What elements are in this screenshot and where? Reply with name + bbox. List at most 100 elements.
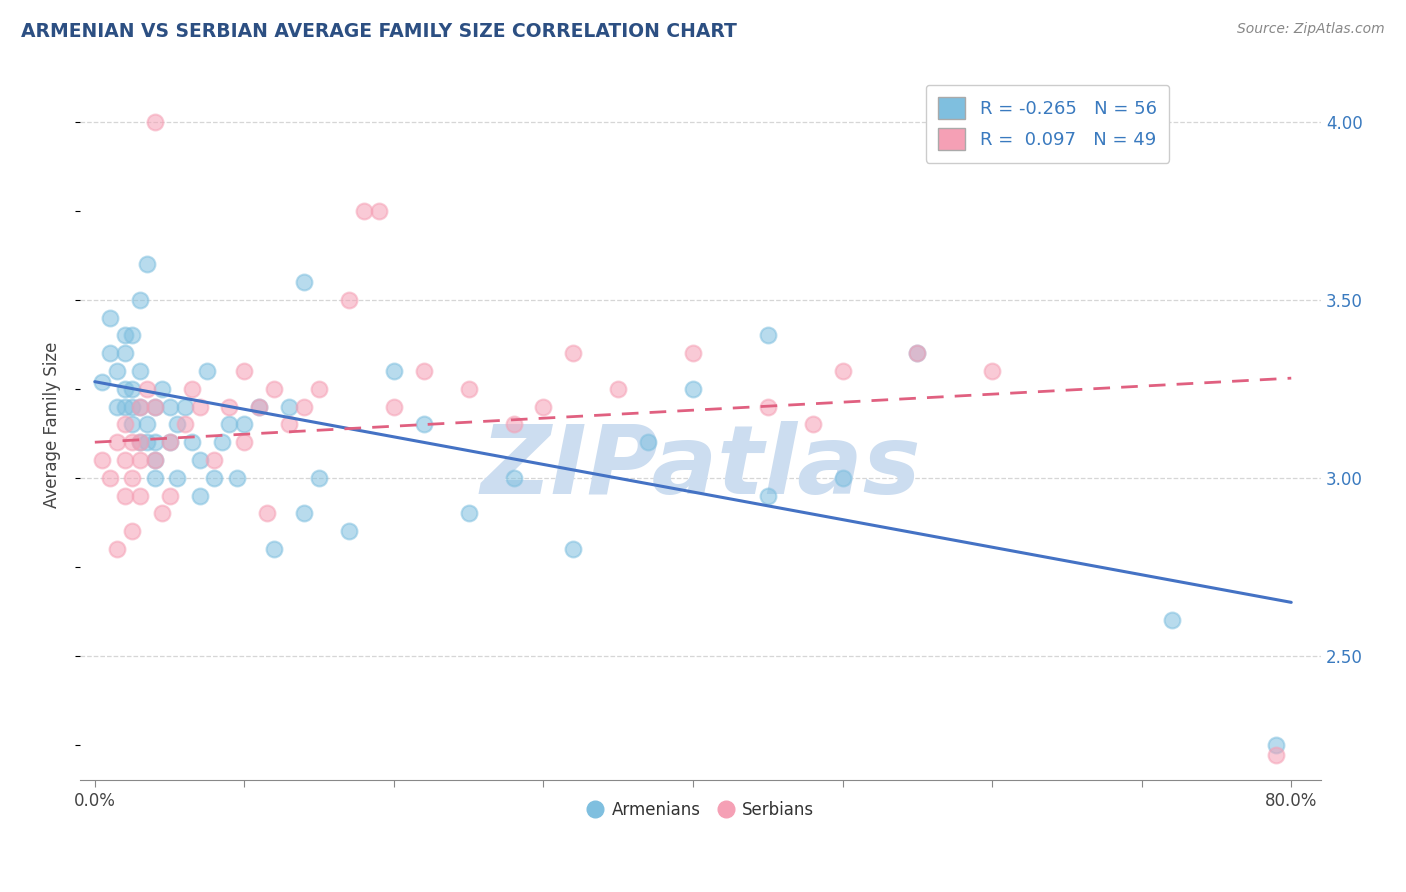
Point xyxy=(128,489,150,503)
Point xyxy=(502,471,524,485)
Point xyxy=(98,310,121,325)
Point xyxy=(121,400,143,414)
Point xyxy=(637,435,659,450)
Point xyxy=(128,400,150,414)
Point xyxy=(136,257,159,271)
Point xyxy=(166,417,188,432)
Point xyxy=(225,471,247,485)
Point xyxy=(682,382,704,396)
Point xyxy=(121,417,143,432)
Point xyxy=(121,382,143,396)
Point xyxy=(905,346,928,360)
Point xyxy=(278,417,301,432)
Point xyxy=(292,275,315,289)
Legend: Armenians, Serbians: Armenians, Serbians xyxy=(579,794,821,825)
Point xyxy=(562,346,585,360)
Text: ARMENIAN VS SERBIAN AVERAGE FAMILY SIZE CORRELATION CHART: ARMENIAN VS SERBIAN AVERAGE FAMILY SIZE … xyxy=(21,22,737,41)
Point xyxy=(337,293,360,307)
Point xyxy=(105,364,128,378)
Point xyxy=(756,400,779,414)
Point xyxy=(382,400,405,414)
Point xyxy=(533,400,555,414)
Point xyxy=(382,364,405,378)
Point xyxy=(412,364,434,378)
Point xyxy=(128,293,150,307)
Point xyxy=(233,417,256,432)
Point xyxy=(114,400,136,414)
Point xyxy=(204,471,226,485)
Point xyxy=(292,400,315,414)
Point xyxy=(114,453,136,467)
Point xyxy=(1265,738,1288,752)
Point xyxy=(150,382,173,396)
Point xyxy=(188,453,211,467)
Point xyxy=(143,400,166,414)
Point xyxy=(263,382,285,396)
Point xyxy=(166,471,188,485)
Point xyxy=(136,435,159,450)
Point xyxy=(831,364,853,378)
Point xyxy=(150,507,173,521)
Point xyxy=(204,453,226,467)
Point xyxy=(1160,613,1182,627)
Point xyxy=(195,364,218,378)
Point xyxy=(121,435,143,450)
Point xyxy=(368,203,391,218)
Point xyxy=(188,489,211,503)
Point xyxy=(247,400,270,414)
Text: ZIPatlas: ZIPatlas xyxy=(481,421,921,514)
Point xyxy=(263,541,285,556)
Point xyxy=(91,453,114,467)
Point xyxy=(128,453,150,467)
Point xyxy=(143,400,166,414)
Point xyxy=(247,400,270,414)
Point xyxy=(98,471,121,485)
Point xyxy=(981,364,1004,378)
Point xyxy=(114,328,136,343)
Point xyxy=(181,382,204,396)
Point xyxy=(143,453,166,467)
Point xyxy=(91,375,114,389)
Point xyxy=(502,417,524,432)
Point xyxy=(308,471,330,485)
Point xyxy=(801,417,824,432)
Point xyxy=(831,471,853,485)
Point xyxy=(105,400,128,414)
Y-axis label: Average Family Size: Average Family Size xyxy=(44,342,60,508)
Point xyxy=(607,382,630,396)
Point xyxy=(457,382,479,396)
Point xyxy=(308,382,330,396)
Point xyxy=(292,507,315,521)
Point xyxy=(136,382,159,396)
Point xyxy=(256,507,278,521)
Point xyxy=(159,435,181,450)
Point xyxy=(143,115,166,129)
Point xyxy=(457,507,479,521)
Point xyxy=(121,524,143,538)
Point xyxy=(128,435,150,450)
Point xyxy=(105,541,128,556)
Point xyxy=(121,471,143,485)
Point xyxy=(233,364,256,378)
Point xyxy=(337,524,360,538)
Point xyxy=(159,400,181,414)
Point xyxy=(143,435,166,450)
Point xyxy=(682,346,704,360)
Point xyxy=(114,346,136,360)
Point xyxy=(128,400,150,414)
Point xyxy=(353,203,375,218)
Point xyxy=(136,417,159,432)
Point xyxy=(114,382,136,396)
Point xyxy=(128,364,150,378)
Point xyxy=(114,417,136,432)
Point xyxy=(218,417,240,432)
Point xyxy=(173,400,195,414)
Point xyxy=(233,435,256,450)
Point xyxy=(114,489,136,503)
Point xyxy=(159,489,181,503)
Point xyxy=(143,453,166,467)
Point xyxy=(905,346,928,360)
Point xyxy=(188,400,211,414)
Point xyxy=(756,489,779,503)
Point xyxy=(173,417,195,432)
